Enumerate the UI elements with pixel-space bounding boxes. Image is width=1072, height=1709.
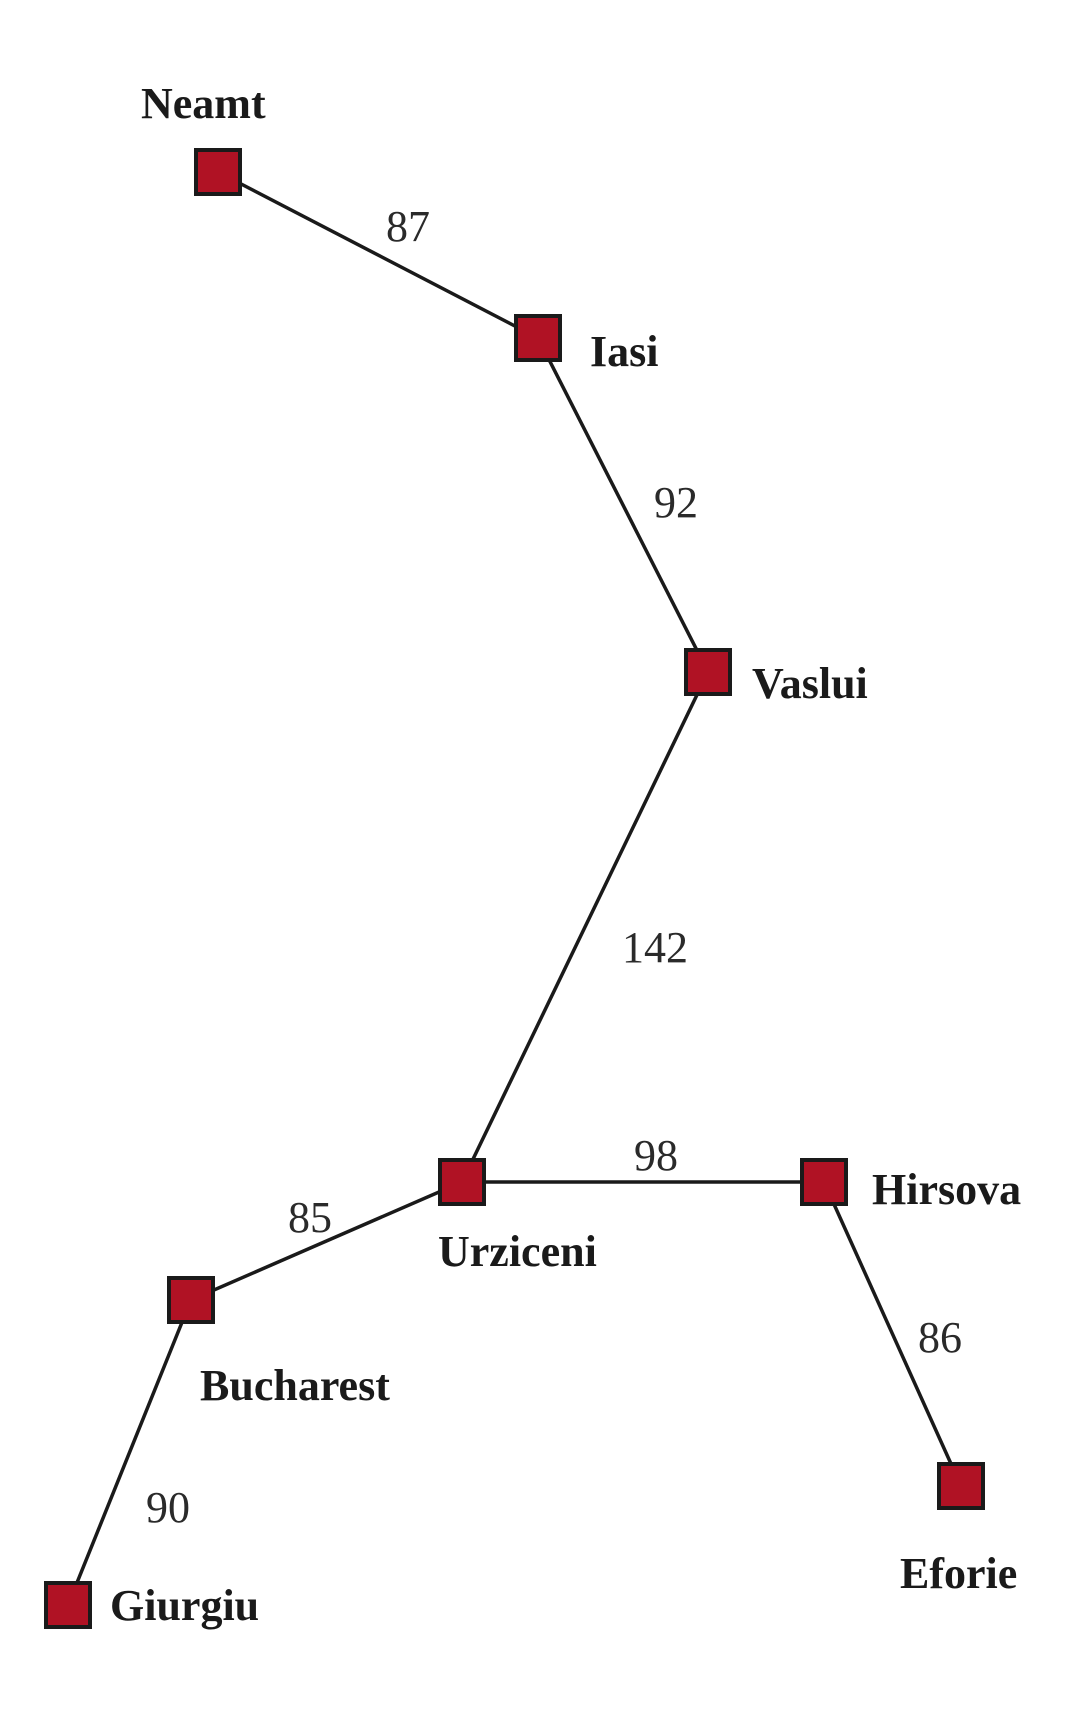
distance-label: 92 [654, 478, 698, 527]
distance-label: 90 [146, 1483, 190, 1532]
edge-neamt-iasi [217, 170, 539, 340]
city-node-vaslui [684, 648, 732, 696]
edge-hirsova-eforie [822, 1181, 963, 1487]
city-node-giurgiu [44, 1581, 92, 1629]
distance-label: 85 [288, 1193, 332, 1242]
city-node-iasi [514, 314, 562, 362]
city-nodes [44, 148, 985, 1629]
city-node-neamt [194, 148, 242, 196]
distance-label: 98 [634, 1131, 678, 1180]
edge-iasi-vaslui [536, 337, 710, 673]
city-label-iasi: Iasi [590, 327, 658, 376]
distance-label: 142 [622, 923, 688, 972]
edge-urziceni-bucharest [190, 1180, 463, 1302]
distance-labels: 87 92 142 98 85 86 90 [146, 202, 962, 1532]
city-node-eforie [937, 1462, 985, 1510]
city-label-neamt: Neamt [141, 79, 266, 128]
city-node-bucharest [167, 1276, 215, 1324]
city-label-eforie: Eforie [900, 1549, 1017, 1598]
distance-label: 87 [386, 202, 430, 251]
city-label-giurgiu: Giurgiu [110, 1581, 259, 1630]
city-node-hirsova [800, 1158, 848, 1206]
distance-label: 86 [918, 1313, 962, 1362]
city-label-vaslui: Vaslui [752, 659, 868, 708]
city-label-bucharest: Bucharest [200, 1361, 390, 1410]
city-label-hirsova: Hirsova [872, 1165, 1021, 1214]
city-label-urziceni: Urziceni [438, 1227, 597, 1276]
edge-vaslui-urziceni [460, 671, 710, 1183]
edges [66, 170, 963, 1606]
city-node-urziceni [438, 1158, 486, 1206]
city-labels: Neamt Iasi Vaslui Urziceni Hirsova Bucha… [110, 79, 1021, 1630]
edge-bucharest-giurgiu [66, 1299, 193, 1606]
